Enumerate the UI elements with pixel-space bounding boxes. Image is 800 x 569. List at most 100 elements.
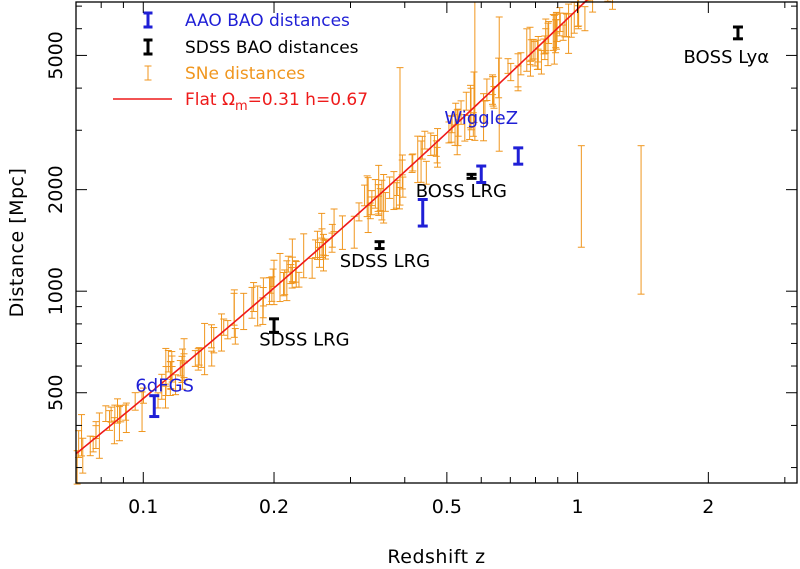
point-annotation: BOSS LRG	[416, 181, 507, 202]
sne-outlier-point	[637, 145, 645, 295]
sne-point	[470, 71, 478, 124]
x-tick-label: 1	[572, 496, 584, 518]
sne-point	[462, 91, 470, 111]
sne-point	[523, 28, 531, 72]
sne-point	[545, 21, 553, 45]
sne-point	[254, 285, 262, 327]
y-axis-title: Distance [Mpc]	[6, 168, 28, 318]
sne-point	[292, 260, 300, 283]
model-curve-line	[75, 0, 589, 455]
sne-point	[162, 383, 170, 409]
y-tick-label: 5000	[45, 31, 67, 79]
sne-point	[489, 76, 497, 107]
aao-bao-point	[149, 394, 160, 419]
sne-point	[467, 87, 475, 131]
legend: AAO BAO distances SDSS BAO distances SNe d…	[113, 11, 368, 114]
sne-point	[283, 260, 291, 302]
aao-bao-point	[417, 197, 428, 228]
sne-point	[533, 39, 541, 70]
sne-point	[191, 350, 199, 367]
legend-entry: SDSS BAO distances	[143, 38, 359, 58]
point-annotation: BOSS Lyα	[683, 47, 769, 68]
sdss-bao-point	[374, 240, 385, 251]
sne-point	[480, 93, 488, 142]
sne-point	[122, 402, 130, 434]
sne-point	[231, 328, 239, 345]
sdss-bao-point	[466, 172, 477, 180]
sne-point	[172, 374, 180, 396]
point-annotation: 6dFGS	[135, 375, 194, 396]
sne-point	[565, 3, 573, 54]
sne-point	[330, 208, 338, 233]
sne-point	[409, 153, 417, 172]
sne-point	[390, 171, 398, 211]
x-tick-label: 0.2	[259, 496, 289, 518]
sdss-bao-point	[732, 25, 743, 41]
sne-point	[276, 252, 284, 303]
sne-point	[381, 192, 389, 212]
sne-point	[288, 256, 296, 284]
sne-point	[529, 38, 537, 60]
sne-point	[489, 74, 497, 96]
sne-point	[117, 404, 125, 423]
sne-point	[386, 176, 394, 199]
sne-point	[466, 114, 474, 140]
sne-point	[604, 0, 612, 2]
sne-point	[338, 215, 346, 250]
legend-label: SNe distances	[185, 64, 305, 84]
sne-point	[240, 292, 248, 331]
sne-point	[139, 387, 147, 404]
sne-point	[608, 0, 616, 10]
axes-frame	[75, 1, 798, 484]
legend-entry: SNe distances	[144, 64, 305, 84]
sne-point	[319, 239, 327, 256]
sne-point	[270, 259, 278, 306]
sne-point	[308, 257, 316, 279]
y-tick-label: 2000	[45, 165, 67, 213]
sne-point	[589, 0, 597, 13]
sne-point	[224, 320, 232, 340]
sne-point	[514, 53, 522, 88]
sne-point	[550, 14, 558, 65]
legend-label: AAO BAO distances	[185, 11, 350, 31]
sne-outlier-point	[396, 67, 404, 206]
sne-point	[380, 173, 388, 224]
text-layer: 0.1 0.2 0.5 1 2 500 1000 2000 5000 Redshift z Dist…	[6, 31, 769, 568]
aao-bao-point	[476, 164, 487, 185]
sne-point	[556, 12, 564, 32]
bao-layer	[149, 25, 743, 419]
sne-point	[526, 26, 534, 66]
sne-point	[201, 322, 209, 376]
sne-point	[131, 392, 139, 411]
x-tick-label: 2	[702, 496, 714, 518]
sne-point	[375, 164, 383, 216]
legend-entry: Flat Ωm=0.31 h=0.67	[113, 90, 368, 114]
sne-point	[158, 373, 166, 400]
sne-point	[318, 228, 326, 258]
sne-point	[115, 406, 123, 442]
legend-label: Flat Ωm=0.31 h=0.67	[185, 90, 368, 114]
sne-point	[102, 405, 110, 423]
model-layer	[75, 0, 589, 455]
sne-point	[259, 287, 267, 319]
sne-point	[495, 57, 503, 99]
aao-bao-point	[513, 146, 524, 166]
sne-outlier-point	[577, 145, 585, 248]
sne-point	[284, 255, 292, 273]
sne-point	[453, 109, 461, 156]
sne-point	[250, 282, 258, 313]
sne-point	[534, 35, 542, 63]
sne-point	[422, 160, 430, 185]
sne-point	[376, 188, 384, 212]
plot-frame	[75, 1, 798, 484]
sne-point	[454, 108, 462, 147]
sne-point	[581, 6, 589, 32]
legend-label: SDSS BAO distances	[185, 38, 359, 58]
point-annotation: WiggleZ	[444, 108, 518, 129]
sne-point	[537, 50, 545, 75]
sne-point	[544, 22, 552, 67]
x-tick-label: 0.5	[432, 496, 462, 518]
sne-point	[355, 202, 363, 222]
sne-point	[248, 286, 256, 319]
